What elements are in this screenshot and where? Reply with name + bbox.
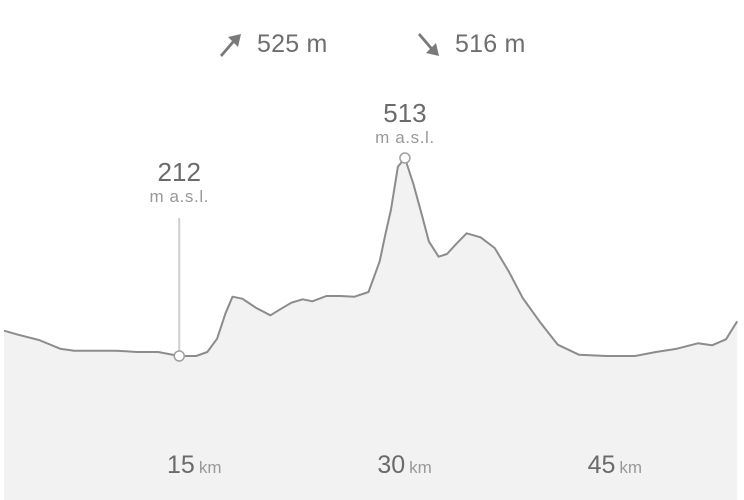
high-point-marker[interactable] <box>399 152 411 164</box>
high-point-unit: m a.s.l. <box>375 128 435 147</box>
high-point-altitude: 513 <box>383 98 427 128</box>
total-ascent: 525 m <box>215 26 327 62</box>
x-tick-value: 30 <box>377 451 406 479</box>
low-point-altitude: 212 <box>157 157 201 187</box>
low-point-marker[interactable] <box>173 350 185 362</box>
high-point-label: 513 m a.s.l. <box>345 98 465 148</box>
x-tick-label: 45 km <box>555 451 675 480</box>
total-descent-value: 516 m <box>455 29 526 58</box>
x-tick-label: 15 km <box>134 451 254 480</box>
x-tick-value: 45 <box>587 451 616 479</box>
x-tick-unit: km <box>198 458 222 477</box>
arrow-down-right-icon <box>418 33 439 56</box>
total-ascent-value: 525 m <box>257 29 328 58</box>
x-tick-label: 30 km <box>345 451 465 480</box>
elevation-summary: 525 m 516 m <box>0 26 744 66</box>
elevation-line <box>3 157 739 357</box>
elevation-area-fill <box>4 158 738 500</box>
x-tick-value: 15 <box>167 451 195 479</box>
low-point-label: 212 m a.s.l. <box>119 157 239 207</box>
x-tick-unit: km <box>619 458 643 477</box>
total-descent: 516 m <box>413 26 525 62</box>
x-tick-unit: km <box>409 458 432 477</box>
low-point-unit: m a.s.l. <box>149 187 210 206</box>
arrow-up-right-icon <box>220 34 241 57</box>
